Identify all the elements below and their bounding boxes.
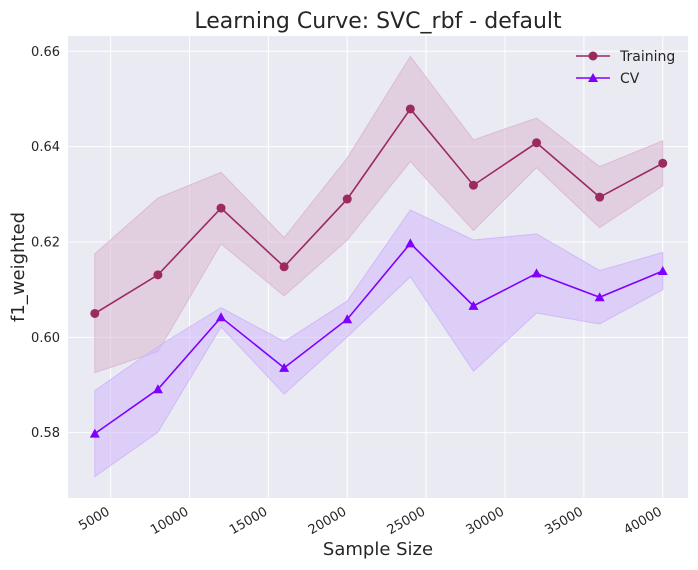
cv-point: [531, 268, 542, 278]
training-point: [532, 138, 542, 148]
training-point: [216, 203, 226, 213]
training-point: [658, 158, 668, 168]
x-tick-label: 15000: [227, 504, 270, 538]
cv-legend-label: CV: [620, 71, 640, 87]
x-tick-label: 20000: [306, 504, 349, 538]
x-tick-label: 10000: [148, 504, 191, 538]
training-point: [595, 192, 605, 202]
training-confidence-band: [94, 55, 664, 374]
cv-legend-marker: [588, 73, 598, 82]
training-legend-label: Training: [619, 49, 675, 65]
x-tick-labels: 5000 10000 15000 20000 25000 30000 35000 40000: [76, 504, 664, 538]
y-tick-label: 0.60: [31, 331, 60, 346]
series-lines: [94, 107, 664, 435]
cv-point: [89, 428, 100, 438]
cv-point: [152, 384, 163, 394]
series-markers: [89, 104, 668, 438]
x-tick-label: 40000: [621, 504, 664, 538]
cv-point: [342, 314, 353, 324]
y-tick-labels: 0.58 0.60 0.62 0.64 0.66: [31, 45, 60, 441]
cv-point: [657, 266, 668, 276]
cv-point: [279, 362, 290, 372]
x-tick-label: 35000: [543, 504, 586, 538]
training-point: [279, 262, 289, 272]
y-tick-label: 0.64: [31, 140, 60, 155]
training-point: [90, 308, 100, 318]
training-point: [468, 180, 478, 190]
x-axis-label: Sample Size: [323, 539, 433, 560]
y-tick-label: 0.62: [31, 235, 60, 250]
cv-line: [94, 242, 664, 435]
x-tick-label: 5000: [76, 504, 112, 534]
cv-point: [405, 238, 416, 248]
training-point: [405, 104, 415, 114]
y-tick-label: 0.66: [31, 45, 60, 60]
cv-point: [468, 300, 479, 310]
x-tick-label: 30000: [464, 504, 507, 538]
y-axis-label: f1_weighted: [8, 212, 29, 322]
cv-point: [594, 292, 605, 302]
training-legend-marker: [588, 51, 598, 61]
training-point: [153, 270, 163, 280]
legend: Training CV: [576, 49, 675, 87]
x-tick-label: 25000: [385, 504, 428, 538]
training-point: [342, 194, 352, 204]
y-tick-label: 0.58: [31, 426, 60, 441]
confidence-bands: [94, 55, 664, 478]
chart-title: Learning Curve: SVC_rbf - default: [194, 9, 562, 34]
cv-confidence-band: [94, 209, 664, 478]
training-line: [94, 107, 664, 315]
cv-point: [216, 312, 227, 322]
